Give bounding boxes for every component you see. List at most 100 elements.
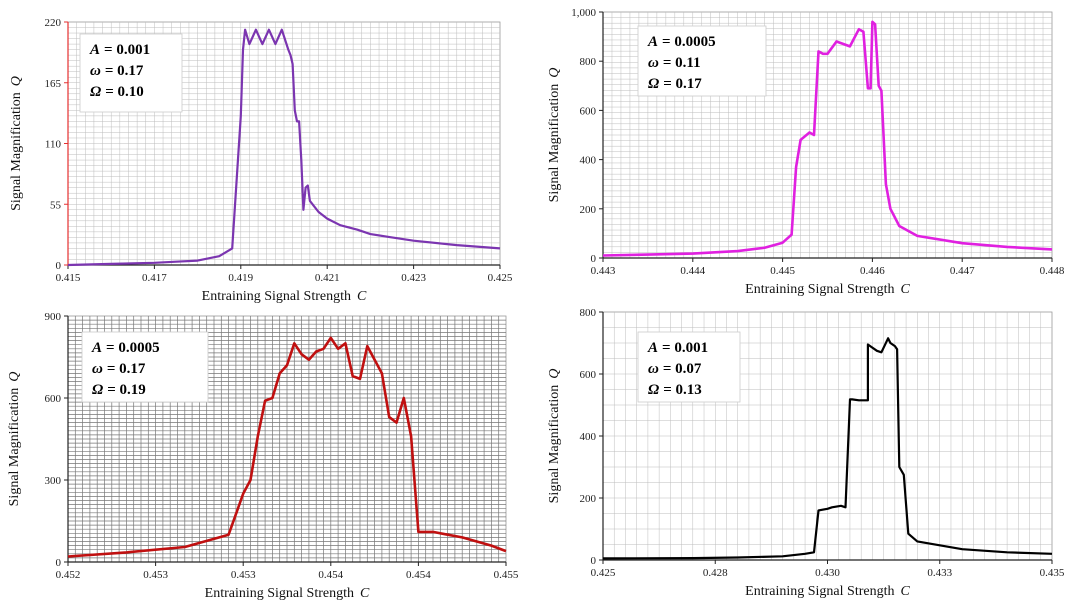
x-axis-label-text: Entraining Signal Strength bbox=[745, 282, 894, 297]
parameter-label: ω = 0.17 bbox=[90, 63, 144, 79]
x-tick-label: 0.415 bbox=[56, 272, 81, 284]
x-tick-label: 0.425 bbox=[591, 567, 616, 579]
parameter-value: = 0.07 bbox=[663, 361, 702, 377]
x-tick-label: 0.453 bbox=[231, 569, 256, 581]
parameter-value: = 0.001 bbox=[104, 42, 150, 58]
parameter-label: Ω = 0.19 bbox=[92, 382, 146, 398]
y-tick-label: 600 bbox=[580, 369, 597, 381]
parameter-label: Ω = 0.17 bbox=[648, 76, 702, 92]
x-axis-symbol: C bbox=[900, 584, 910, 599]
y-axis-label-text: Signal Magnification bbox=[7, 388, 22, 507]
chart-bottom-right: 0.425 0.428 0.430 0.433 0.435 0 200 400 600 800 En… bbox=[547, 307, 1065, 599]
y-tick-label: 55 bbox=[50, 199, 62, 211]
x-axis-label: Entraining Signal Strength C bbox=[202, 289, 367, 304]
chart-top-left: 0.415 0.417 0.419 0.421 0.423 0.425 0 55 110 165 2… bbox=[9, 17, 513, 304]
x-tick-label: 0.444 bbox=[680, 265, 705, 277]
parameter-label: Ω = 0.13 bbox=[648, 382, 702, 398]
y-tick-label: 0 bbox=[56, 557, 62, 569]
parameter-box bbox=[81, 331, 209, 403]
y-tick-label: 220 bbox=[45, 17, 62, 29]
x-tick-label: 0.454 bbox=[318, 569, 343, 581]
parameter-symbol: Ω bbox=[92, 382, 103, 398]
series-line bbox=[602, 20, 1053, 257]
x-tick-label: 0.433 bbox=[927, 567, 952, 579]
x-axis-label: Entraining Signal Strength C bbox=[205, 586, 370, 601]
x-tick-label: 0.454 bbox=[406, 569, 431, 581]
parameter-label: ω = 0.11 bbox=[648, 55, 701, 71]
parameter-value: = 0.0005 bbox=[106, 340, 160, 356]
x-tick-label: 0.445 bbox=[770, 265, 795, 277]
x-axis-label: Entraining Signal Strength C bbox=[745, 282, 910, 297]
y-tick-label: 400 bbox=[580, 155, 597, 167]
parameter-label: Ω = 0.10 bbox=[90, 84, 144, 100]
x-tick-label: 0.425 bbox=[488, 272, 513, 284]
y-axis-symbol: Q bbox=[547, 68, 562, 78]
x-tick-label: 0.453 bbox=[143, 569, 168, 581]
parameter-symbol: A bbox=[647, 34, 658, 50]
x-tick-label: 0.446 bbox=[860, 265, 885, 277]
x-tick-label: 0.455 bbox=[494, 569, 519, 581]
x-axis-label-text: Entraining Signal Strength bbox=[205, 586, 354, 601]
y-tick-label: 800 bbox=[580, 307, 597, 319]
x-tick-label: 0.447 bbox=[950, 265, 975, 277]
x-tick-label: 0.443 bbox=[591, 265, 616, 277]
parameter-label: ω = 0.07 bbox=[648, 361, 702, 377]
x-tick-label: 0.419 bbox=[228, 272, 253, 284]
x-tick-label: 0.435 bbox=[1040, 567, 1065, 579]
parameter-label: A = 0.0005 bbox=[647, 34, 716, 50]
y-tick-label: 110 bbox=[45, 139, 62, 151]
x-tick-label: 0.423 bbox=[401, 272, 426, 284]
parameter-symbol: Ω bbox=[90, 84, 101, 100]
parameter-symbol: ω bbox=[648, 361, 659, 377]
y-axis-label: Signal Magnification Q bbox=[9, 76, 24, 211]
y-tick-label: 0 bbox=[591, 555, 597, 567]
series-line bbox=[67, 336, 507, 558]
x-axis-label-text: Entraining Signal Strength bbox=[745, 584, 894, 599]
parameter-symbol: ω bbox=[92, 361, 103, 377]
y-axis-symbol: Q bbox=[9, 76, 24, 86]
parameter-box bbox=[79, 33, 183, 113]
y-tick-label: 200 bbox=[580, 204, 597, 216]
parameter-symbol: Ω bbox=[648, 382, 659, 398]
parameter-value: = 0.19 bbox=[107, 382, 146, 398]
parameter-label: A = 0.001 bbox=[89, 42, 150, 58]
y-tick-label: 300 bbox=[45, 475, 62, 487]
y-axis-label-text: Signal Magnification bbox=[547, 385, 562, 504]
parameter-value: = 0.10 bbox=[105, 84, 144, 100]
parameter-symbol: ω bbox=[648, 55, 659, 71]
parameter-symbol: A bbox=[89, 42, 100, 58]
parameter-symbol: A bbox=[91, 340, 102, 356]
parameter-box bbox=[637, 25, 767, 97]
y-tick-label: 400 bbox=[580, 431, 597, 443]
x-axis-label-text: Entraining Signal Strength bbox=[202, 289, 351, 304]
x-tick-label: 0.430 bbox=[815, 567, 840, 579]
y-axis-label: Signal Magnification Q bbox=[547, 369, 562, 504]
parameter-value: = 0.17 bbox=[107, 361, 146, 377]
parameter-label: A = 0.001 bbox=[647, 340, 708, 356]
parameter-value: = 0.13 bbox=[663, 382, 702, 398]
y-axis-symbol: Q bbox=[7, 372, 22, 382]
y-tick-label: 0 bbox=[56, 260, 62, 272]
chart-top-right: 0.443 0.444 0.445 0.446 0.447 0.448 0 200 400 600… bbox=[547, 7, 1065, 297]
x-axis-symbol: C bbox=[357, 289, 367, 304]
x-axis-symbol: C bbox=[900, 282, 910, 297]
chart-bottom-left: 0.452 0.453 0.453 0.454 0.454 0.455 0 300 600 900… bbox=[7, 311, 519, 601]
y-axis-label-text: Signal Magnification bbox=[9, 92, 24, 211]
y-tick-label: 1,000 bbox=[571, 7, 596, 19]
parameter-symbol: Ω bbox=[648, 76, 659, 92]
parameter-value: = 0.11 bbox=[663, 55, 701, 71]
y-axis-label: Signal Magnification Q bbox=[547, 68, 562, 203]
y-axis-symbol: Q bbox=[547, 369, 562, 379]
x-tick-label: 0.417 bbox=[142, 272, 167, 284]
parameter-box bbox=[637, 331, 741, 403]
parameter-value: = 0.17 bbox=[663, 76, 702, 92]
y-axis-label-text: Signal Magnification bbox=[547, 84, 562, 203]
y-tick-label: 800 bbox=[580, 56, 597, 68]
y-tick-label: 600 bbox=[45, 393, 62, 405]
y-tick-label: 200 bbox=[580, 493, 597, 505]
parameter-label: A = 0.0005 bbox=[91, 340, 160, 356]
parameter-value: = 0.001 bbox=[662, 340, 708, 356]
parameter-label: ω = 0.17 bbox=[92, 361, 146, 377]
x-axis-label: Entraining Signal Strength C bbox=[745, 584, 910, 599]
x-tick-label: 0.452 bbox=[56, 569, 81, 581]
